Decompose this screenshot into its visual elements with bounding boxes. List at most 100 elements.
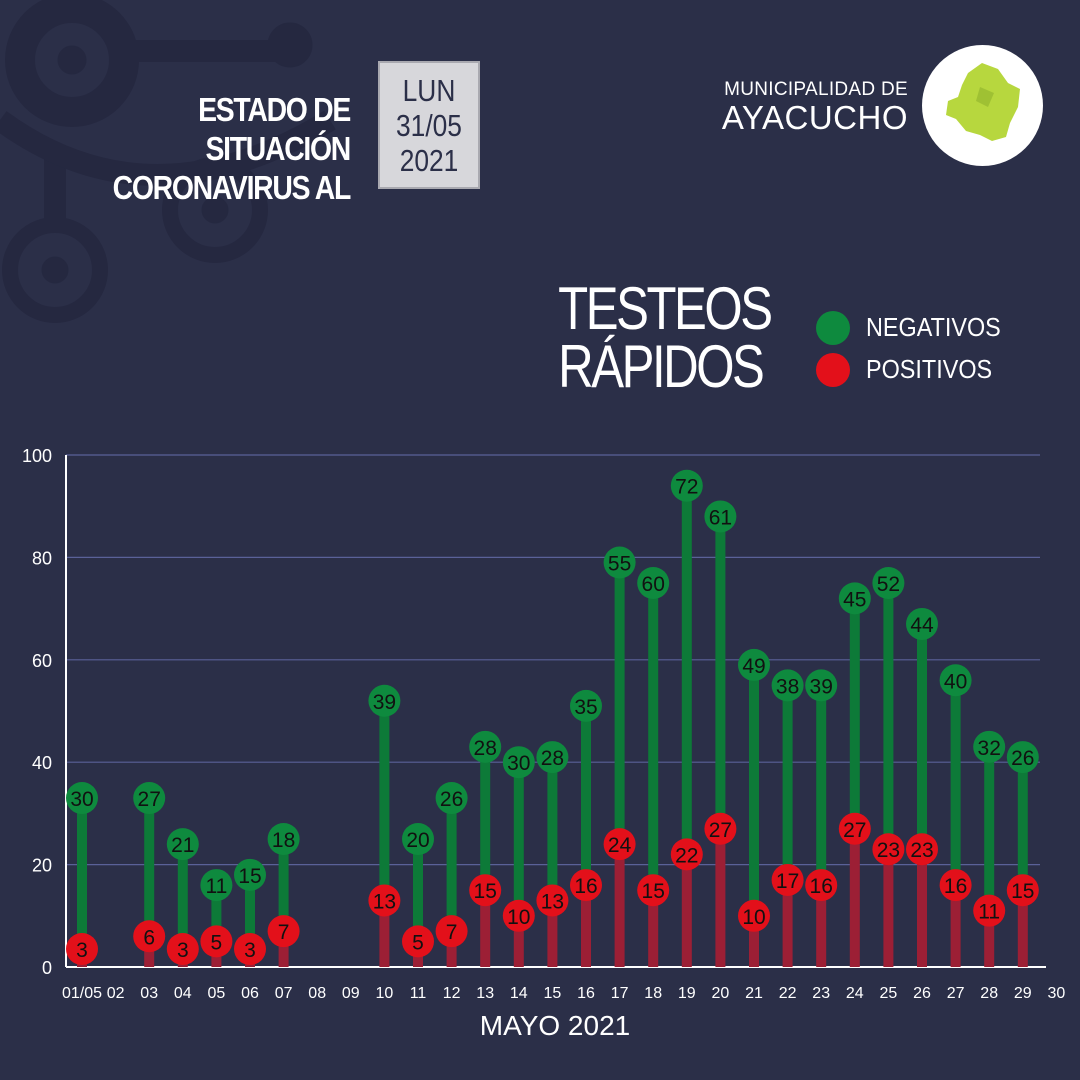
x-tick-label: 23 bbox=[812, 985, 830, 1002]
x-tick-label: 11 bbox=[410, 985, 427, 1002]
point-negativos bbox=[435, 782, 468, 815]
bar-positivos bbox=[581, 885, 591, 967]
data-label-positivos: 16 bbox=[944, 875, 967, 898]
bar-negativos bbox=[681, 485, 692, 855]
report-title-line1: ESTADO DE SITUACIÓN bbox=[198, 91, 351, 167]
data-label-negativos: 27 bbox=[138, 788, 161, 811]
bar-negativos bbox=[278, 839, 289, 932]
chart-title-line2: RÁPIDOS bbox=[558, 333, 765, 400]
report-title-line2: CORONAVIRUS AL bbox=[112, 169, 352, 206]
bar-negativos bbox=[480, 746, 491, 891]
data-label-positivos: 7 bbox=[278, 921, 290, 944]
data-label-negativos: 28 bbox=[541, 747, 564, 770]
y-tick-label: 40 bbox=[32, 753, 52, 773]
y-tick-label: 80 bbox=[32, 548, 52, 568]
point-negativos bbox=[200, 869, 233, 902]
point-positivos bbox=[234, 933, 266, 965]
point-negativos bbox=[502, 746, 535, 779]
bar-positivos bbox=[749, 915, 759, 967]
point-negativos bbox=[234, 858, 266, 891]
data-label-positivos: 5 bbox=[211, 931, 223, 954]
data-label-positivos: 3 bbox=[177, 939, 189, 962]
x-tick-label: 15 bbox=[544, 985, 562, 1002]
organization-line1: MUNICIPALIDAD DE bbox=[724, 79, 908, 100]
x-tick-label: 17 bbox=[611, 985, 629, 1002]
data-label-positivos: 10 bbox=[742, 906, 765, 929]
data-label-negativos: 38 bbox=[776, 675, 799, 698]
data-label-negativos: 26 bbox=[440, 788, 463, 811]
point-positivos bbox=[166, 933, 199, 965]
point-negativos bbox=[637, 567, 670, 599]
point-positivos bbox=[771, 863, 804, 896]
data-label-negativos: 30 bbox=[70, 788, 93, 811]
bar-negativos bbox=[413, 839, 423, 942]
bar-negativos bbox=[581, 705, 591, 886]
point-negativos bbox=[570, 689, 602, 722]
date-daymonth: 31/05 bbox=[396, 108, 462, 143]
bar-negativos bbox=[715, 516, 726, 829]
bar-positivos bbox=[278, 931, 289, 967]
bar-negativos bbox=[379, 700, 390, 901]
point-negativos bbox=[536, 741, 569, 774]
legend-label-positivos: POSITIVOS bbox=[866, 354, 993, 384]
point-positivos bbox=[536, 884, 569, 917]
bar-negativos bbox=[614, 562, 625, 845]
point-negativos bbox=[805, 669, 838, 702]
x-tick-label: 25 bbox=[880, 985, 898, 1002]
y-tick-label: 100 bbox=[22, 446, 52, 466]
point-negativos bbox=[603, 546, 636, 579]
x-tick-label: 24 bbox=[846, 985, 864, 1002]
data-label-negativos: 60 bbox=[642, 573, 665, 596]
data-label-negativos: 11 bbox=[205, 875, 227, 898]
bar-positivos bbox=[446, 931, 457, 967]
organization-name: MUNICIPALIDAD DE AYACUCHO bbox=[690, 78, 908, 134]
bar-negativos bbox=[144, 798, 155, 937]
data-label-positivos: 16 bbox=[574, 875, 597, 898]
point-negativos bbox=[973, 730, 1006, 763]
x-axis-title: MAYO 2021 bbox=[479, 1010, 631, 1041]
data-label-positivos: 10 bbox=[507, 906, 530, 929]
ayacucho-map-logo-icon bbox=[922, 45, 1043, 166]
data-label-negativos: 44 bbox=[910, 614, 934, 637]
point-positivos bbox=[469, 874, 502, 907]
point-positivos bbox=[570, 869, 602, 902]
x-tick-label: 13 bbox=[476, 985, 494, 1002]
data-label-negativos: 55 bbox=[608, 553, 631, 576]
data-label-negativos: 21 bbox=[171, 834, 194, 857]
data-label-positivos: 3 bbox=[244, 939, 256, 962]
x-tick-label: 21 bbox=[745, 985, 763, 1002]
virus-decoration-icon bbox=[0, 0, 336, 323]
point-negativos bbox=[133, 782, 166, 815]
x-tick-label: 08 bbox=[308, 985, 326, 1002]
data-label-negativos: 45 bbox=[843, 588, 866, 611]
x-tick-label: 16 bbox=[577, 985, 595, 1002]
bar-positivos bbox=[782, 879, 793, 967]
point-positivos bbox=[1006, 874, 1039, 907]
bar-negativos bbox=[547, 757, 558, 901]
point-positivos bbox=[906, 833, 938, 866]
point-positivos bbox=[738, 899, 770, 932]
point-positivos bbox=[502, 899, 535, 932]
data-label-negativos: 40 bbox=[944, 670, 967, 693]
bar-negativos bbox=[446, 798, 457, 932]
x-tick-label: 19 bbox=[678, 985, 696, 1002]
data-label-positivos: 27 bbox=[709, 819, 732, 842]
x-tick-label: 30 bbox=[1048, 985, 1066, 1002]
data-label-positivos: 15 bbox=[474, 880, 497, 903]
x-tick-label: 27 bbox=[947, 985, 965, 1002]
data-label-positivos: 23 bbox=[877, 839, 900, 862]
point-negativos bbox=[704, 500, 737, 533]
bar-negativos bbox=[984, 746, 995, 911]
x-tick-label: 05 bbox=[208, 985, 226, 1002]
point-positivos bbox=[805, 869, 838, 902]
data-label-positivos: 15 bbox=[1011, 880, 1034, 903]
bar-positivos bbox=[849, 828, 860, 967]
point-negativos bbox=[670, 469, 703, 502]
point-negativos bbox=[267, 823, 300, 855]
data-label-positivos: 16 bbox=[810, 875, 833, 898]
bar-positivos bbox=[513, 915, 524, 967]
x-tick-label: 12 bbox=[443, 985, 461, 1002]
bar-positivos bbox=[1017, 890, 1028, 967]
y-tick-label: 60 bbox=[32, 651, 52, 671]
